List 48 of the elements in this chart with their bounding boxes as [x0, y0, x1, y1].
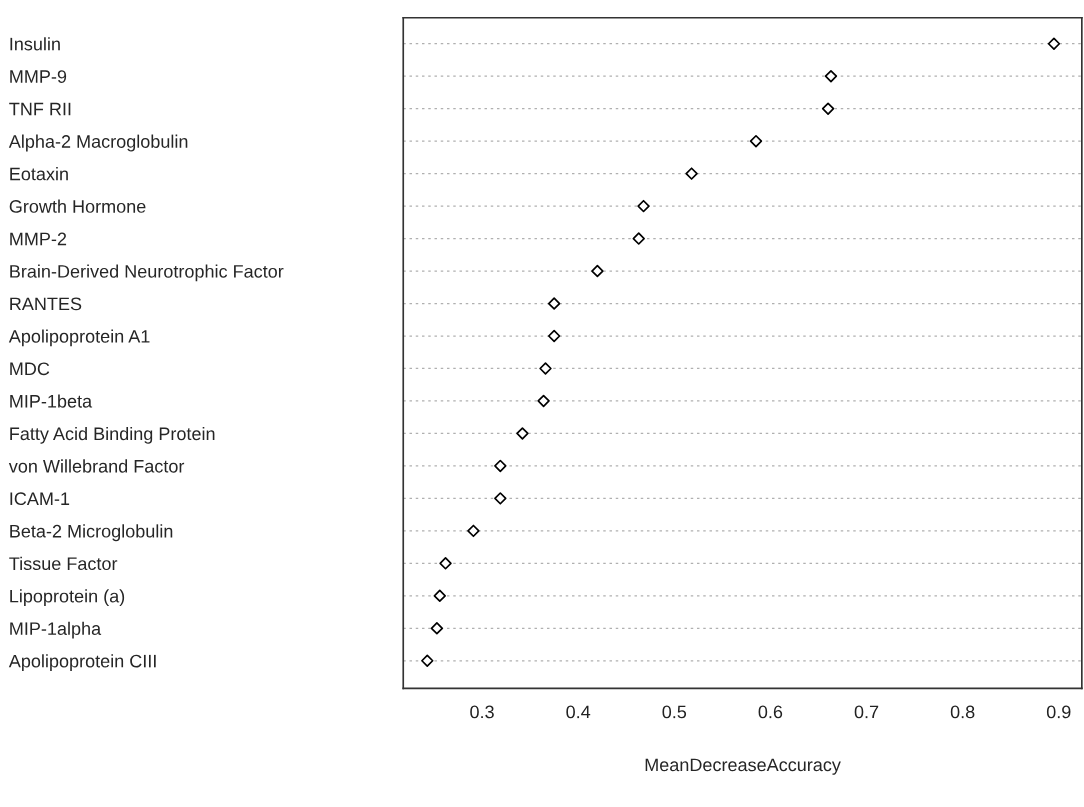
point [637, 199, 650, 213]
x-tick-label: 0.5 [662, 705, 687, 719]
point [433, 589, 446, 603]
point [1047, 37, 1061, 50]
y-tick-label: MIP-1beta [10, 394, 93, 408]
point [516, 427, 529, 440]
point [537, 394, 550, 408]
point [430, 622, 444, 635]
y-tick-label: Apolipoprotein CIII [8, 654, 156, 672]
y-tick-label: Fatty Acid Binding Protein [10, 426, 215, 444]
x-tick-label: 0.9 [1046, 705, 1071, 719]
y-tick-label: von Willebrand Factor [8, 459, 185, 473]
point [547, 329, 561, 343]
y-tick-label: MDC [10, 362, 50, 376]
y-tick-label: MMP-9 [10, 70, 67, 83]
x-tick-label: 0.6 [758, 705, 783, 719]
y-tick-label: MMP-2 [10, 232, 67, 246]
point [824, 69, 838, 83]
x-tick-label: 0.3 [470, 705, 494, 719]
y-tick-label: Growth Hormone [9, 199, 146, 213]
x-axis-title: MeanDecreaseAccuracy [645, 758, 841, 775]
point [591, 264, 604, 278]
y-tick-label: Brain-Derived Neurotrophic Factor [10, 264, 284, 282]
x-tick-label: 0.8 [950, 705, 975, 719]
point [494, 459, 507, 473]
point [685, 167, 698, 180]
y-tick-label: RANTES [10, 297, 82, 311]
x-tick-label: 0.4 [566, 705, 591, 719]
y-tick-label: Eotaxin [10, 167, 68, 181]
point [632, 232, 645, 245]
point [467, 524, 480, 538]
y-tick-label: Apolipoprotein A1 [8, 329, 150, 347]
y-tick-label: Alpha-2 Macroglobulin [8, 134, 188, 152]
point [547, 297, 561, 310]
point [421, 654, 434, 667]
y-tick-label: MIP-1alpha [10, 621, 102, 639]
point [821, 102, 835, 115]
y-tick-label: ICAM-1 [10, 492, 70, 506]
y-tick-label: Tissue Factor [9, 556, 118, 571]
y-tick-label: Beta-2 Microglobulin [10, 524, 173, 542]
point [539, 362, 552, 375]
y-tick-label: Lipoprotein (a) [10, 589, 125, 607]
y-tick-label: Insulin [10, 37, 60, 51]
x-tick-label: 0.7 [854, 705, 879, 719]
y-tick-label: TNF RII [9, 102, 71, 116]
point [439, 557, 452, 570]
point [749, 134, 763, 148]
point [494, 492, 507, 505]
